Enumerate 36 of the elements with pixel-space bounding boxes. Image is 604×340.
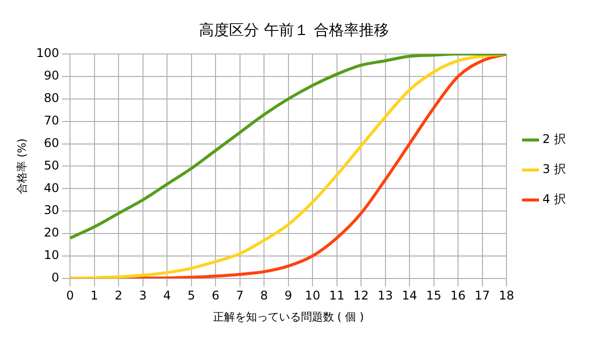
x-tick-label: 11 [329,288,344,303]
x-tick-label: 5 [188,288,196,303]
y-tick-label: 100 [36,46,60,60]
x-tick-label: 9 [284,288,292,303]
x-tick-label: 14 [402,288,418,303]
x-tick-label: 7 [236,288,244,303]
y-tick-label: 20 [44,226,60,240]
x-tick-label: 12 [353,288,369,303]
x-tick-label: 8 [260,288,268,303]
x-tick-label: 15 [426,288,442,303]
x-tick-label: 2 [114,288,122,303]
x-tick-label: 13 [378,288,393,303]
x-tick-label: 0 [66,288,74,303]
x-tick-label: 18 [498,288,514,303]
chart-title: 高度区分 午前１ 合格率推移 [199,20,389,39]
legend-label: 3 択 [542,162,566,176]
x-tick-label: 6 [212,288,220,303]
legend-label: 4 択 [542,192,566,206]
x-tick-label: 1 [90,288,98,303]
y-tick-label: 90 [44,68,60,83]
y-tick-label: 0 [51,270,60,285]
y-tick-label: 50 [44,158,60,172]
x-axis-title: 正解を知っている問題数 ( 個 ) [212,310,364,324]
x-tick-label: 16 [450,288,466,303]
x-tick-label: 17 [474,288,490,303]
x-tick-label: 4 [163,288,171,303]
y-tick-label: 70 [44,113,60,128]
y-tick-label: 40 [44,180,60,195]
y-tick-label: 30 [44,203,60,218]
y-tick-label: 60 [44,136,60,150]
x-tick-label: 10 [304,288,320,303]
legend-label: 2 択 [542,132,566,146]
x-tick-label: 3 [139,288,147,303]
y-tick-label: 80 [44,91,60,106]
y-tick-label: 10 [44,248,60,262]
y-axis-title: 合格率 (%) [15,138,28,194]
